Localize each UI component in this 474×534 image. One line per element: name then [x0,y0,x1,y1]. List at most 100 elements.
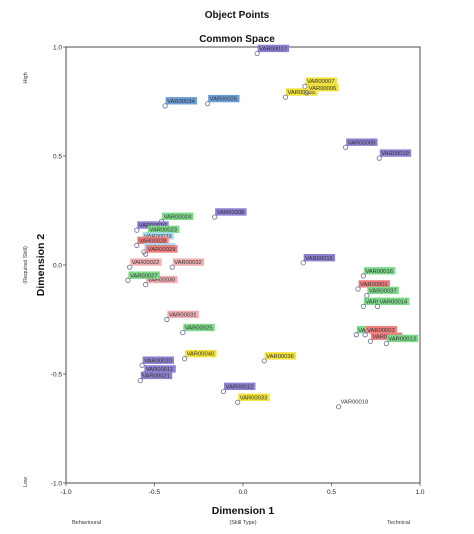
point-label: VAR00030 [148,278,176,284]
point-label-highlight [386,334,419,343]
point-label-highlight [137,221,169,229]
point-label-highlight [128,271,160,279]
point-label-highlight [137,236,169,244]
chart-subtitle: Common Space [199,34,275,45]
point-label-highlight [130,258,162,266]
data-point: VAR00026 [205,94,240,107]
point-label: VAR00024 [164,214,192,220]
data-point: VAR00009 [343,138,378,150]
point-label: VAR00007 [307,79,335,85]
point-label-highlight [142,232,175,240]
point-marker [181,356,188,362]
point-label-highlight [367,286,399,295]
point-label: VAR00023 [149,227,177,233]
point-label-highlight [370,332,403,340]
point-label: VAR00015 [305,256,333,262]
data-point: VAR00021 [137,371,173,384]
x-tick-label: 0.5 [327,489,336,496]
point-marker [374,303,381,310]
point-label-highlight [363,267,396,275]
point-marker [300,260,306,266]
data-point: VAR00028 [134,236,169,248]
data-point: VAR00030 [143,275,178,288]
data-point: VAR00006 [304,83,339,96]
y-tick-label: 0.5 [53,153,62,160]
point-label-highlight [215,208,247,216]
point-label: VAR00037 [369,289,397,295]
data-point: VAR00020 [139,356,175,368]
data-point: VAR00014 [374,297,410,310]
point-marker [180,329,186,336]
x-axis-subtitle: (Skill Type) [229,520,256,526]
point-marker [304,90,310,96]
point-marker [383,340,389,347]
point-marker [376,155,382,161]
data-point: VAR00017 [254,44,290,57]
point-label: VAR00013 [388,336,416,342]
point-label-highlight [142,356,175,364]
point-label: VAR00002 [372,334,400,340]
point-label: VAR00006 [309,86,337,92]
point-label-highlight [346,138,378,146]
x-axis-ticks: -1.0 -0.5 0.0 0.5 1.0 [60,483,425,496]
x-tick-label: -0.5 [149,489,161,496]
x-low-label: Behavioural [72,520,101,526]
y-high-label: High [23,72,29,83]
point-label-highlight [264,352,297,360]
data-point: VAR00035 [282,88,318,100]
data-point: VAR00001 [355,280,390,292]
point-label: VAR00016 [365,269,393,275]
point-marker [134,242,140,248]
y-tick-label: -1.0 [51,480,63,487]
point-label: VAR00011 [146,367,173,373]
point-marker [169,264,175,270]
point-label: VAR00017 [259,47,287,53]
data-point: VAR00015 [300,254,336,266]
x-axis-title: Dimension 1 [212,505,275,517]
y-low-label: Low [23,477,29,487]
point-label-highlight [172,258,205,266]
point-label-highlight [378,297,410,306]
data-point: VAR00034 [162,97,198,109]
point-label: VAR00003 [367,328,395,334]
point-marker [134,227,140,233]
point-label-highlight [208,94,240,103]
point-label-highlight [379,149,412,157]
data-point: VAR00029 [143,245,178,257]
data-point: VAR00025 [180,323,215,336]
y-axis-title: Dimension 2 [35,234,47,297]
point-label-highlight [303,254,336,262]
point-label: VAR00014 [380,299,408,305]
data-point: VAR00002 [367,332,403,344]
data-point: VAR00013 [383,334,419,347]
plot-frame [65,46,421,484]
point-marker [254,50,260,57]
point-label-highlight [146,275,178,284]
data-point: VAR00032 [169,258,205,270]
data-point: VAR00027 [125,271,160,283]
point-label: VAR00028 [139,238,167,244]
point-label-highlight [185,349,217,358]
point-label: VAR00012 [226,384,254,390]
x-tick-label: -1.0 [60,489,72,496]
point-marker [360,273,366,279]
data-point: VAR00036 [261,352,297,364]
point-label: VAR00040 [187,352,215,358]
point-label: VAR00001 [360,282,388,288]
point-label-highlight [238,393,270,401]
point-label-highlight [358,280,390,288]
x-tick-label: 0.0 [238,489,247,496]
point-label: VAR00025 [185,326,213,332]
point-label: VAR00008 [217,210,245,216]
point-label: VAR00020 [144,358,172,364]
point-label-highlight [183,323,215,332]
point-label-highlight [307,83,339,92]
point-marker [367,338,374,344]
data-point: VAR00003 [362,325,398,338]
y-tick-label: 1.0 [53,44,62,51]
y-tick-label: 0.0 [53,262,62,269]
point-label-highlight [285,88,318,96]
point-label: VAR00033 [240,395,268,401]
point-label: VAR00018 [341,400,369,406]
y-tick-label: -0.5 [51,371,63,378]
